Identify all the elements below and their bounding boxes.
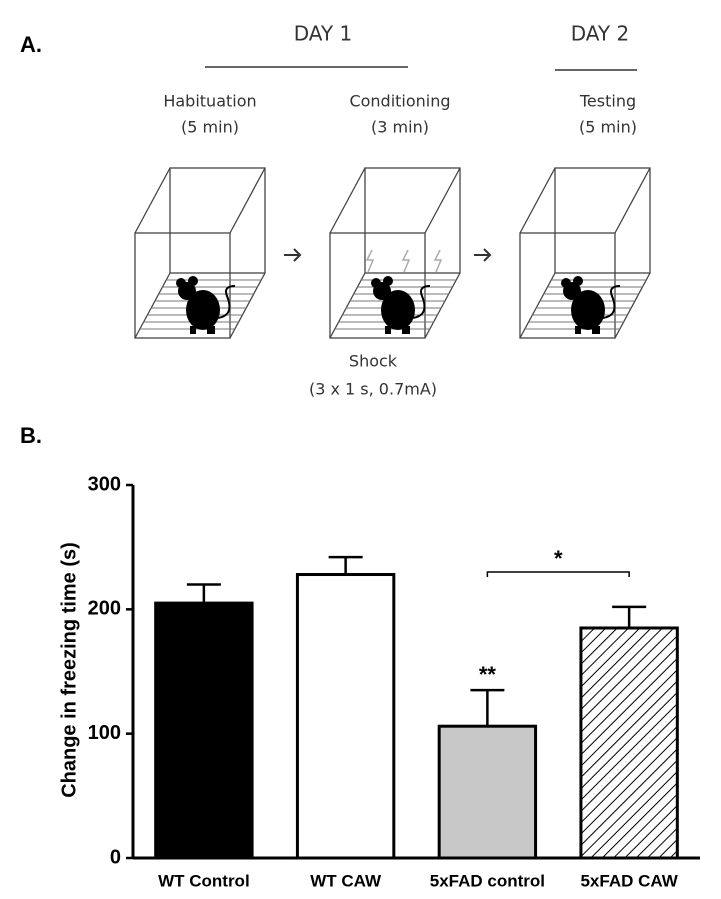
stage-duration: (5 min) <box>579 118 637 137</box>
y-tick-label: 100 <box>88 722 121 744</box>
cage <box>134 167 266 339</box>
y-tick-label: 0 <box>110 846 121 868</box>
cage <box>519 167 651 339</box>
bar <box>154 601 254 860</box>
y-axis-label: Change in freezing time (s) <box>58 542 80 798</box>
shock-icons <box>365 249 443 273</box>
panel-label: B. <box>20 423 42 448</box>
y-tick-label: 200 <box>88 598 121 620</box>
x-tick-label: 5xFAD control <box>430 871 545 890</box>
shock-detail: (3 x 1 s, 0.7mA) <box>309 380 437 399</box>
shock-label: Shock <box>349 352 398 371</box>
x-tick-label: 5xFAD CAW <box>580 871 678 890</box>
stage-duration: (5 min) <box>181 118 239 137</box>
panel-b: B. Change in freezing time (s) 0 100 200 30… <box>20 423 700 890</box>
bar <box>437 724 538 860</box>
cage <box>329 167 461 339</box>
stage-duration: (3 min) <box>371 118 429 137</box>
day-label: DAY 2 <box>571 22 629 46</box>
panel-label: A. <box>20 32 42 57</box>
bar <box>295 573 396 860</box>
significance-label: * <box>554 546 563 571</box>
significance-marker: ** <box>479 662 497 687</box>
x-tick-label: WT CAW <box>310 871 382 890</box>
stage-name: Habituation <box>163 92 256 111</box>
bar <box>579 626 679 860</box>
arrow <box>284 248 492 262</box>
x-tick-label: WT Control <box>158 871 250 890</box>
panel-a: A. DAY 1 DAY 2 Habituation (5 min) Condi… <box>20 22 651 399</box>
day-label: DAY 1 <box>294 22 352 46</box>
stage-name: Testing <box>579 92 636 111</box>
y-tick-label: 300 <box>88 473 121 495</box>
stage-name: Conditioning <box>349 92 450 111</box>
significance-bracket <box>486 571 630 578</box>
